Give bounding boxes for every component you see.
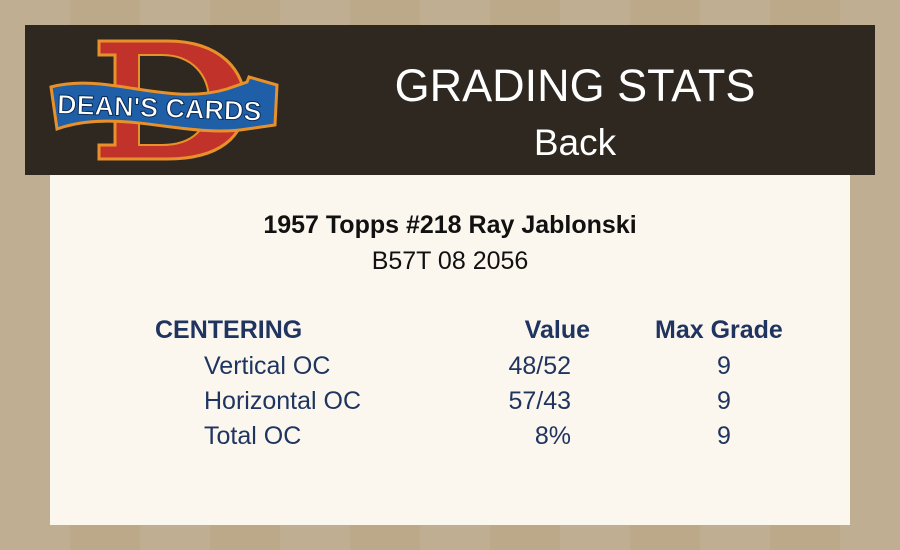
- row-max-grade: 9: [717, 387, 731, 415]
- page-subtitle: Back: [533, 122, 617, 163]
- row-max-grade: 9: [717, 352, 731, 380]
- row-value: 57/43: [508, 387, 571, 415]
- row-value: 48/52: [508, 352, 571, 380]
- row-label: Horizontal OC: [204, 387, 361, 415]
- row-label: Total OC: [204, 422, 302, 450]
- row-max-grade: 9: [717, 422, 731, 450]
- page-title: GRADING STATS: [394, 60, 756, 111]
- header-bar: DEAN'S CARDS GRADING STATS Back: [25, 25, 875, 175]
- section-header-centering: CENTERING: [155, 316, 303, 344]
- column-header-max-grade: Max Grade: [655, 316, 783, 344]
- column-header-value: Value: [524, 316, 590, 344]
- row-label: Vertical OC: [204, 352, 331, 380]
- card-id: B57T 08 2056: [371, 247, 529, 275]
- card-title: 1957 Topps #218 Ray Jablonski: [263, 211, 637, 239]
- deans-cards-logo: DEAN'S CARDS: [49, 39, 279, 161]
- stats-panel: 1957 Topps #218 Ray Jablonski B57T 08 20…: [50, 175, 850, 525]
- logo-text: DEAN'S CARDS: [57, 89, 262, 126]
- row-value: 8%: [534, 422, 571, 450]
